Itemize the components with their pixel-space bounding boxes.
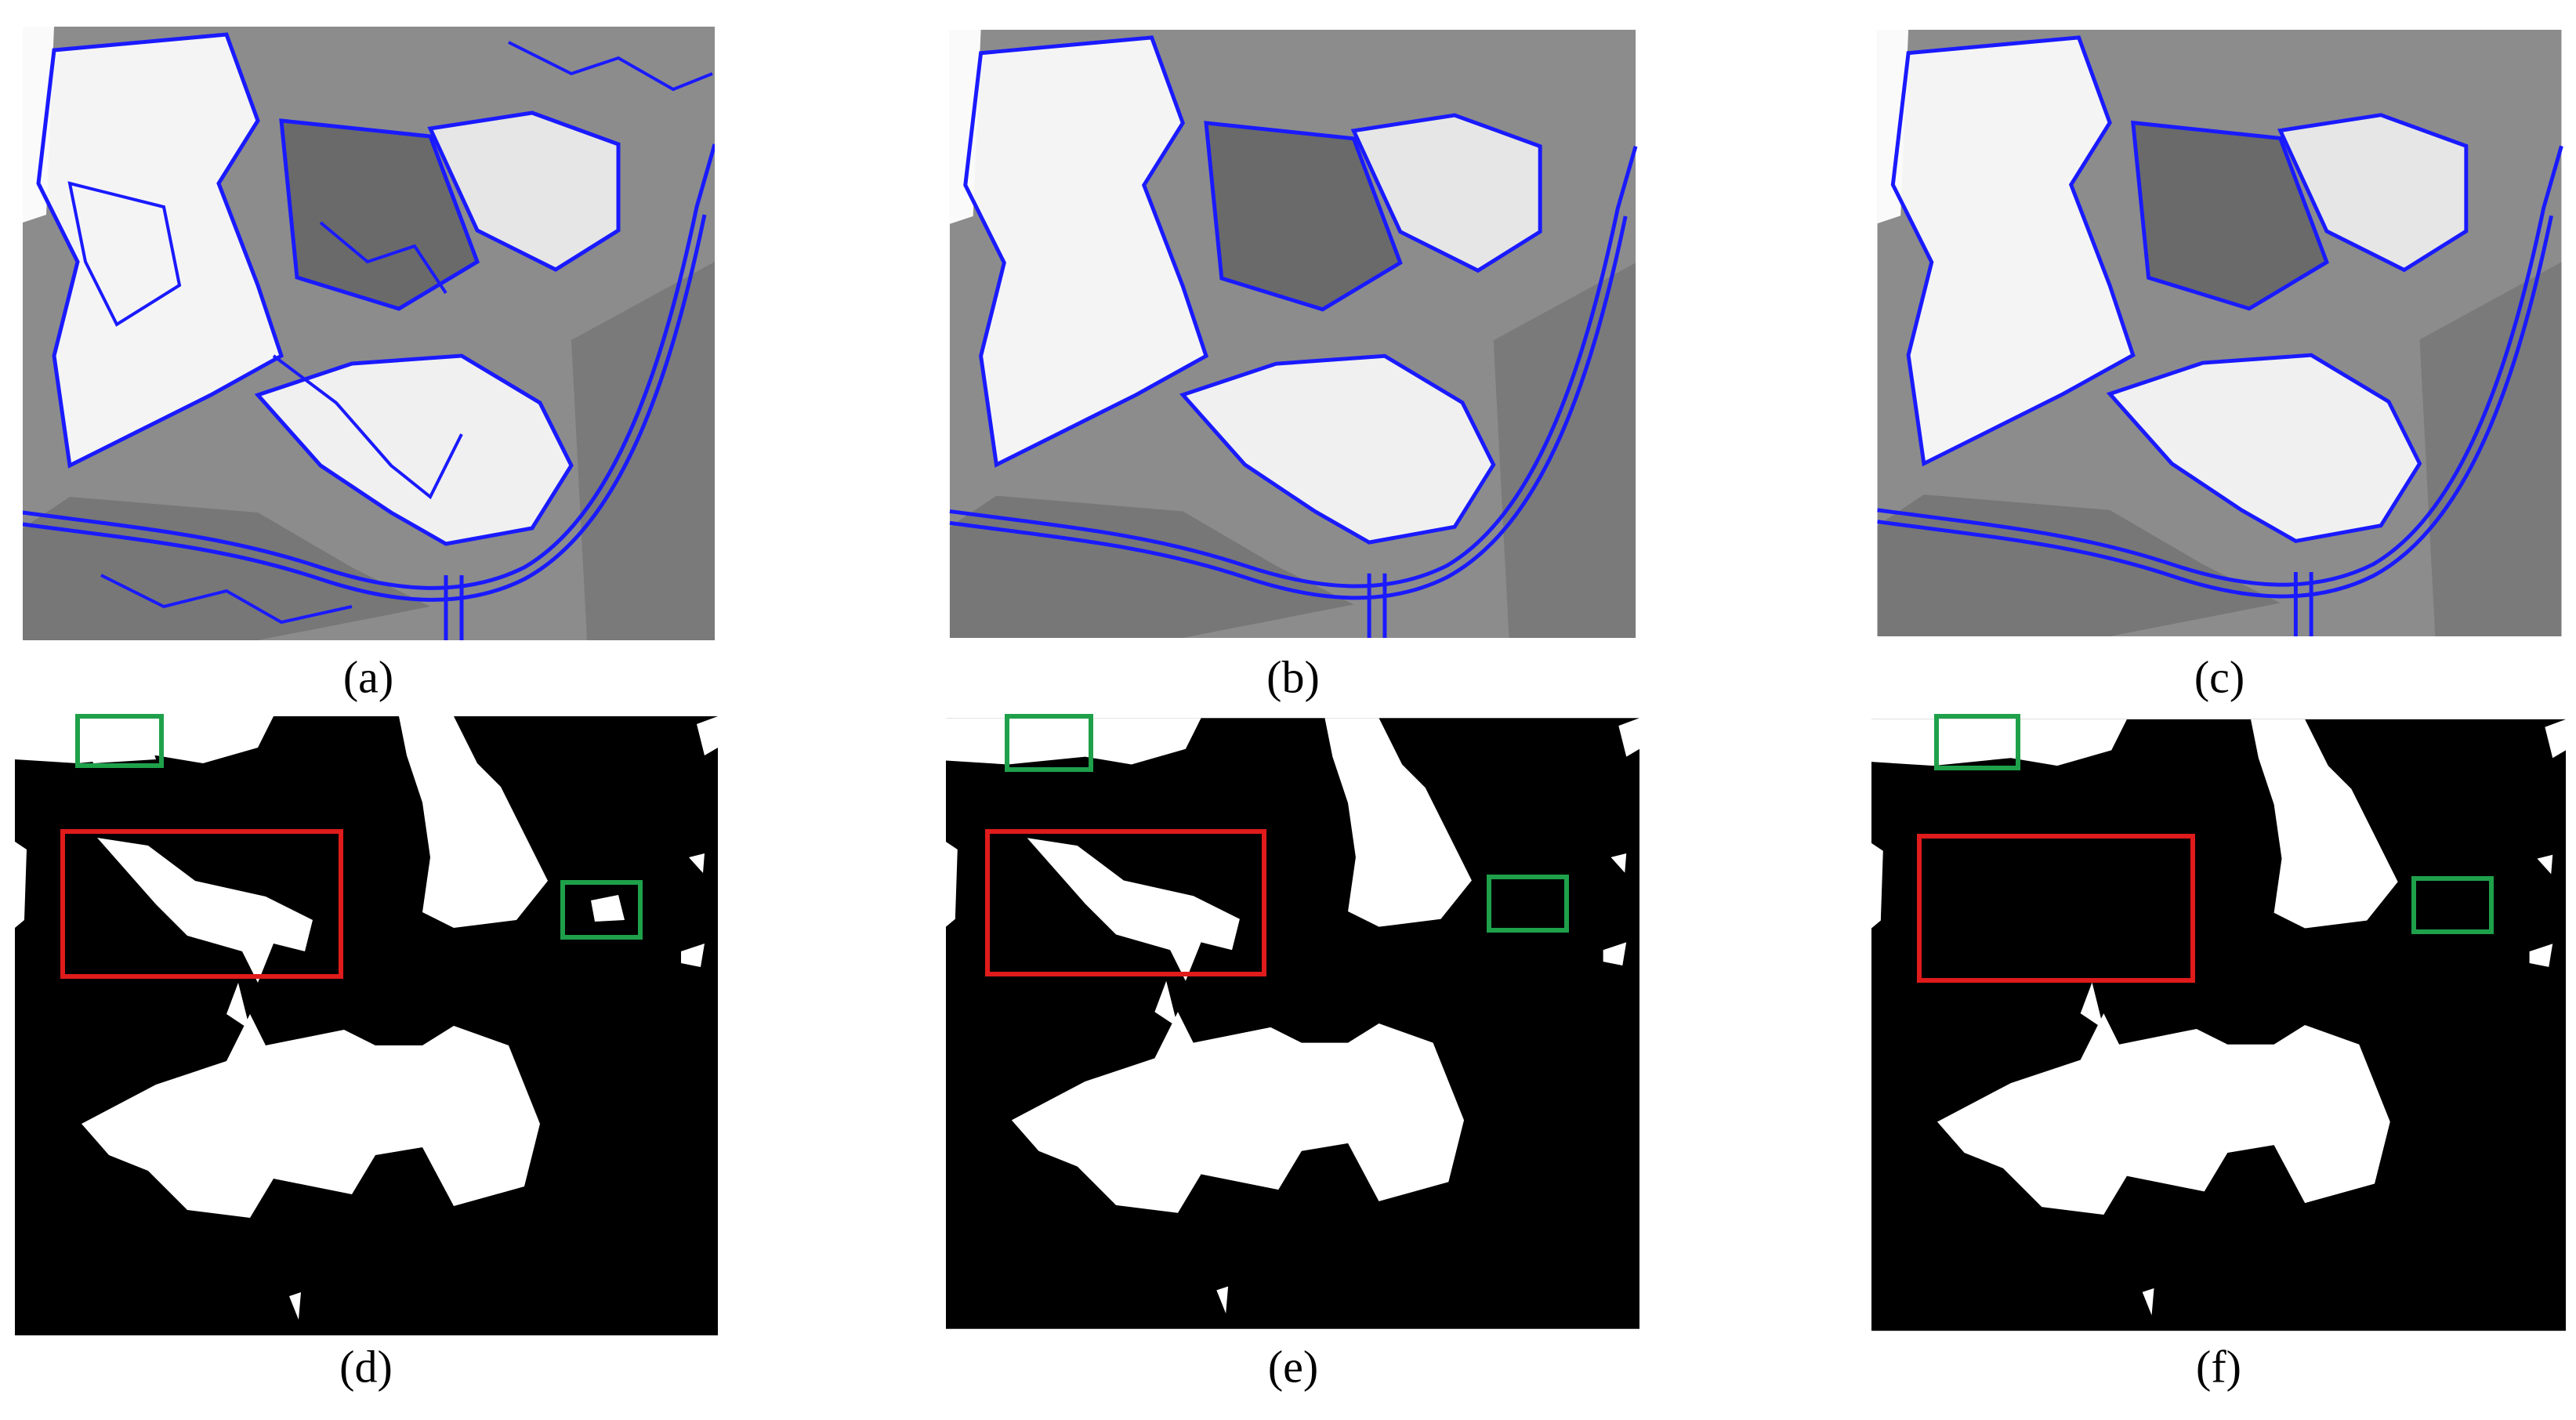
caption: (e): [1268, 1341, 1318, 1392]
panel-f: [1871, 714, 2566, 1331]
caption: (a): [343, 651, 393, 702]
panel-a: [23, 27, 715, 640]
panel-b: [950, 30, 1636, 638]
panel-d: [15, 714, 718, 1335]
panel-c: [1878, 30, 2562, 636]
caption: (d): [339, 1341, 393, 1392]
caption: (c): [2194, 651, 2244, 702]
caption: (f): [2196, 1341, 2241, 1392]
panel-e: [946, 714, 1639, 1329]
caption: (b): [1266, 651, 1320, 702]
